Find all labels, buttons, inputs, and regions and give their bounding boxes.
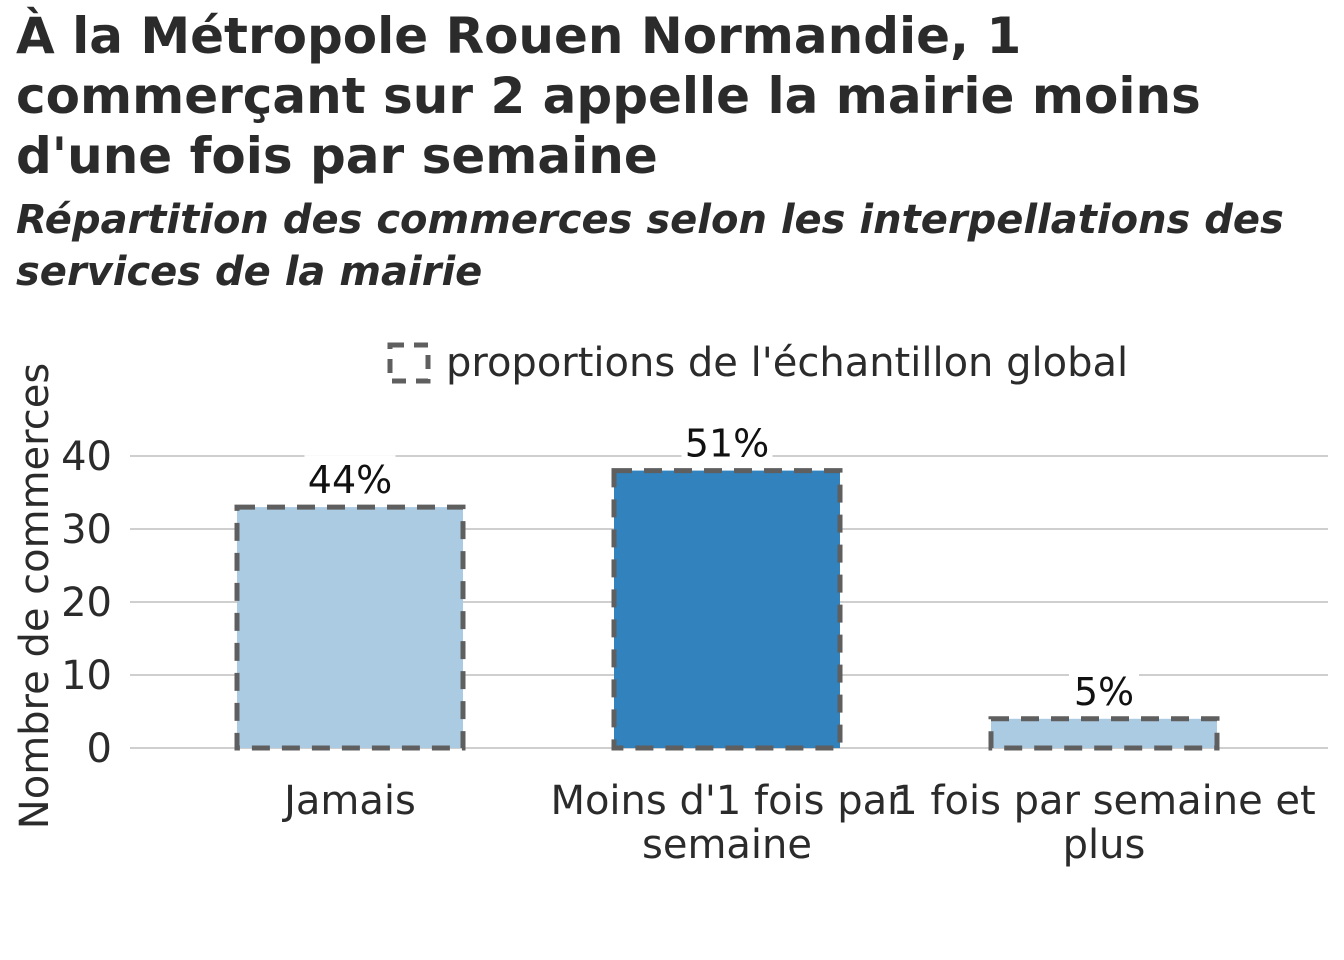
bar-2 — [991, 718, 1217, 748]
y-tick-label-40: 40 — [61, 434, 112, 480]
reference-outline-1 — [611, 468, 843, 751]
x-tick-label-1-line-1: semaine — [642, 822, 812, 868]
data-label-0: 44% — [308, 458, 392, 502]
chart-subtitle: Répartition des commerces selon les inte… — [16, 197, 1284, 295]
data-label-bg-0 — [304, 455, 396, 502]
chart-title: À la Métropole Rouen Normandie, 1 commer… — [16, 7, 1201, 185]
legend-label-reference: proportions de l'échantillon global — [446, 340, 1128, 386]
bar-1 — [614, 470, 840, 748]
y-tick-label-10: 10 — [61, 653, 112, 699]
x-tick-label-2-line-0: 1 fois par semaine et — [892, 778, 1315, 824]
bar-0 — [237, 507, 463, 748]
legend: proportions de l'échantillon global — [387, 340, 1128, 386]
bars — [234, 468, 1220, 751]
y-axis-ticks: 0 10 20 30 40 — [61, 434, 112, 772]
data-labels: 44% 51% 5% — [304, 418, 1139, 714]
data-label-bg-1 — [681, 418, 773, 465]
reference-outline-2 — [988, 716, 1220, 751]
y-tick-label-20: 20 — [61, 580, 112, 626]
x-tick-label-2-line-1: plus — [1063, 822, 1146, 868]
y-tick-label-30: 30 — [61, 507, 112, 553]
y-axis-title: Nombre de commerces — [12, 363, 58, 829]
data-label-1: 51% — [685, 422, 769, 466]
data-label-bg-2 — [1069, 666, 1139, 713]
legend-swatch-reference — [387, 342, 431, 384]
x-tick-label-1-line-0: Moins d'1 fois par — [550, 778, 904, 824]
data-label-2: 5% — [1074, 670, 1134, 714]
y-tick-label-0: 0 — [87, 726, 112, 772]
x-tick-label-0-line-0: Jamais — [281, 778, 416, 824]
reference-outline-0 — [234, 504, 466, 751]
